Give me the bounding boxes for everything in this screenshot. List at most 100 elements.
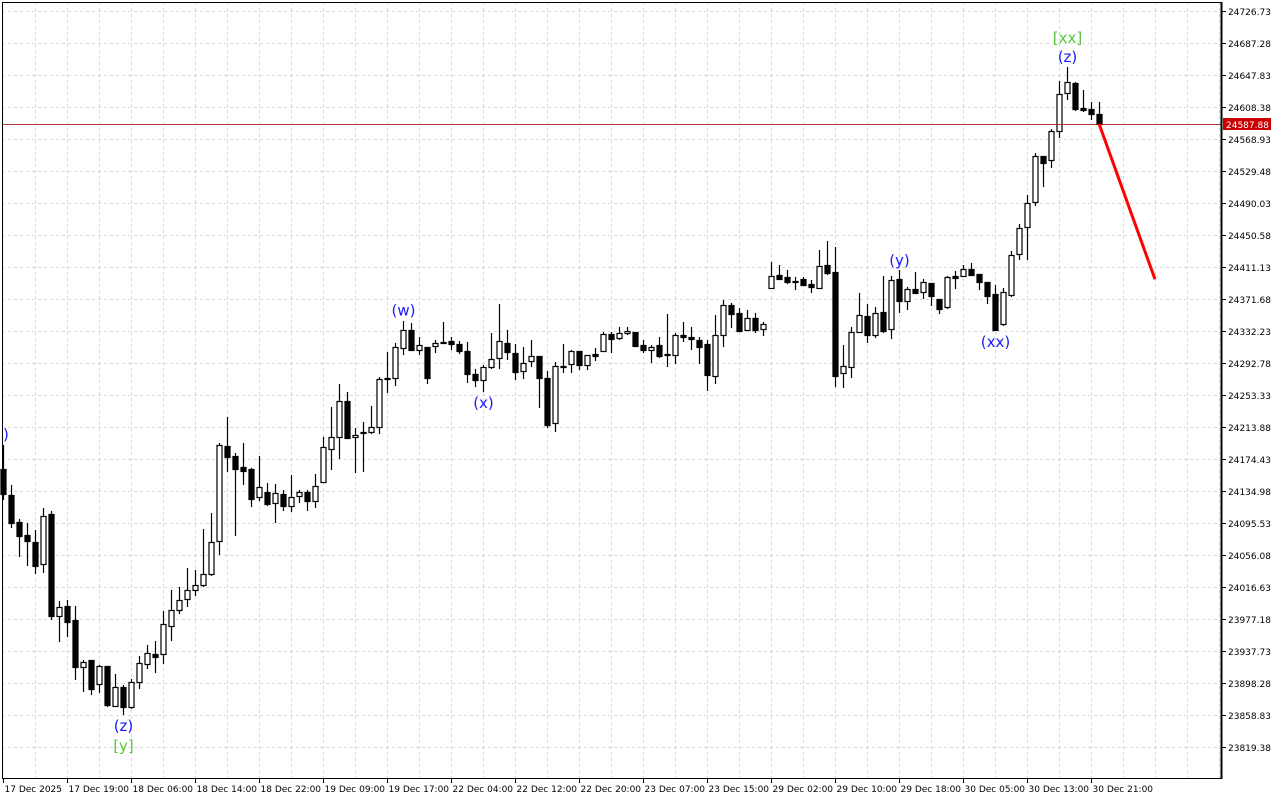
candle: [696, 337, 703, 364]
bearish-candle-body: [512, 352, 519, 374]
candle: [224, 417, 231, 472]
bearish-candle-body: [264, 491, 271, 506]
bearish-candle-body: [824, 264, 831, 275]
y-tick-label: 24568.93: [1228, 136, 1271, 146]
bearish-candle-body: [120, 686, 127, 709]
bearish-candle-body: [1096, 113, 1103, 126]
bullish-candle-body: [1008, 254, 1015, 297]
y-tick-label: 24134.98: [1228, 488, 1271, 498]
candle: [232, 453, 239, 536]
x-tick-label: 29 Dec 18:00: [901, 785, 962, 795]
y-tick-label: 24016.63: [1228, 584, 1271, 594]
candle: [488, 333, 495, 369]
candle: [112, 674, 119, 708]
bearish-candle-body: [104, 665, 111, 707]
candle: [16, 519, 23, 557]
bullish-candle-body: [856, 314, 863, 334]
wave-label: (z): [114, 717, 134, 735]
candle: [392, 343, 399, 386]
bullish-candle-body: [400, 329, 407, 350]
bearish-candle-body: [1088, 108, 1095, 116]
candle: [40, 508, 47, 573]
candle: [240, 443, 247, 485]
bullish-candle-body: [1048, 130, 1055, 162]
bullish-candle-body: [672, 334, 679, 357]
bearish-candle-body: [992, 293, 999, 332]
candle: [520, 347, 527, 379]
bullish-candle-body: [328, 436, 335, 451]
bearish-candle-body: [832, 271, 839, 378]
candle: [464, 342, 471, 383]
bullish-candle-body: [432, 342, 439, 348]
bearish-candle-body: [968, 268, 975, 277]
y-tick-label: 24726.73: [1228, 8, 1271, 18]
candle: [312, 474, 319, 508]
bullish-candle-body: [872, 312, 879, 337]
candle: [624, 327, 631, 335]
candle: [288, 475, 295, 512]
x-tick-label: 19 Dec 09:00: [325, 785, 386, 795]
candle: [976, 273, 983, 290]
candle: [320, 437, 327, 484]
candle: [664, 314, 671, 367]
candle: [576, 350, 583, 370]
bullish-candle-body: [552, 365, 559, 425]
candle: [1024, 195, 1031, 260]
candle: [256, 456, 263, 501]
bearish-candle-body: [592, 353, 599, 358]
candle: [744, 310, 751, 332]
y-tick-label: 24411.13: [1228, 264, 1271, 274]
candle: [648, 345, 655, 363]
candle: [400, 321, 407, 355]
bearish-candle-body: [536, 355, 543, 380]
bearish-candle-body: [632, 331, 639, 348]
candle: [296, 490, 303, 503]
bearish-candle-body: [800, 278, 807, 287]
x-tick-label: 18 Dec 06:00: [133, 785, 194, 795]
x-tick-label: 23 Dec 07:00: [645, 785, 706, 795]
candle: [848, 327, 855, 378]
forecast-line: [1097, 123, 1157, 280]
candle: [936, 298, 943, 314]
candle: [616, 327, 623, 340]
candle: [1040, 155, 1047, 187]
candle: [952, 271, 959, 289]
candle: [440, 322, 447, 345]
bullish-candle-body: [320, 446, 327, 484]
x-tick-label: 29 Dec 10:00: [837, 785, 898, 795]
y-tick-label: 24332.23: [1228, 328, 1271, 338]
candle: [960, 265, 967, 278]
bullish-candle-body: [1032, 155, 1039, 204]
bullish-candle-body: [96, 665, 103, 686]
bullish-candle-body: [56, 606, 63, 618]
bullish-candle-body: [352, 434, 359, 439]
candle: [272, 484, 279, 523]
wave-label: (z): [1058, 48, 1078, 66]
bearish-candle-body: [88, 659, 95, 691]
bearish-candle-body: [896, 278, 903, 303]
candle: [840, 345, 847, 388]
y-tick-label: 24253.33: [1228, 392, 1271, 402]
bullish-candle-body: [440, 341, 447, 345]
candle: [8, 485, 15, 528]
bearish-candle-body: [704, 343, 711, 377]
x-tick-label: 18 Dec 14:00: [197, 785, 258, 795]
bearish-candle-body: [752, 317, 759, 332]
candle: [632, 331, 639, 348]
candle: [888, 276, 895, 339]
x-tick-label: 18 Dec 22:00: [261, 785, 322, 795]
bullish-candle-body: [392, 346, 399, 380]
bullish-candle-body: [768, 275, 775, 290]
bearish-candle-body: [864, 315, 871, 337]
bearish-candle-body: [576, 350, 583, 367]
candle: [712, 315, 719, 384]
y-tick-label: 24213.88: [1228, 424, 1271, 434]
bearish-candle-body: [248, 468, 255, 501]
bullish-candle-body: [648, 346, 655, 352]
y-tick-label: 24529.48: [1228, 168, 1271, 178]
y-tick-label: 24647.83: [1228, 72, 1271, 82]
y-tick-label: 24490.03: [1228, 200, 1271, 210]
bearish-candle-body: [664, 353, 671, 357]
candle: [1000, 288, 1007, 326]
